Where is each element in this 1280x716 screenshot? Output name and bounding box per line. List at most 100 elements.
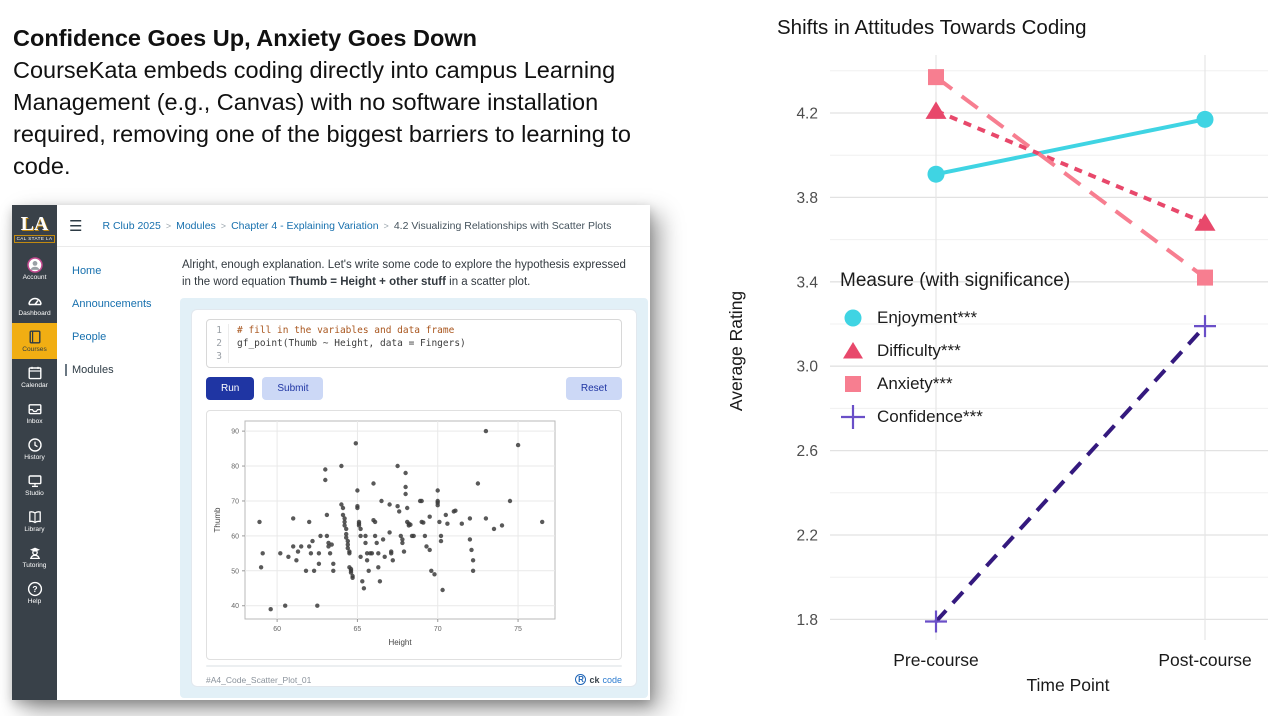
gnav-help[interactable]: ? Help — [12, 575, 57, 611]
courses-icon — [29, 330, 41, 344]
gnav-label: Tutoring — [22, 562, 47, 569]
svg-text:3.0: 3.0 — [796, 359, 818, 376]
library-icon — [28, 511, 41, 524]
thumb-height-scatter-plot: 60 65 70 75 40 50 60 70 80 90 Height Thumb — [213, 420, 556, 647]
svg-text:75: 75 — [514, 626, 522, 633]
gnav-account[interactable]: Account — [12, 251, 57, 287]
svg-text:80: 80 — [231, 464, 239, 471]
legend-item: Difficulty*** — [840, 334, 1070, 367]
svg-text:70: 70 — [434, 626, 442, 633]
gnav-label: Calendar — [21, 382, 48, 389]
svg-text:Average Rating: Average Rating — [726, 291, 746, 411]
plot-output: 60 65 70 75 40 50 60 70 80 90 Height Thumb — [206, 410, 622, 660]
legend-marker-triangle-icon — [843, 341, 863, 358]
reset-button[interactable]: Reset — [565, 377, 622, 400]
gnav-label: Account — [22, 274, 47, 281]
brand-ck: ck — [589, 674, 600, 685]
course-nav-people[interactable]: People — [72, 331, 107, 343]
breadcrumb-current: 4.2 Visualizing Relationships with Scatt… — [393, 219, 612, 232]
exercise-id: #A4_Code_Scatter_Plot_01 — [206, 674, 312, 685]
inbox-icon — [28, 404, 42, 415]
hamburger-menu-icon[interactable]: ☰ — [69, 217, 83, 235]
svg-text:?: ? — [32, 584, 37, 594]
gnav-label: Help — [27, 598, 42, 605]
gnav-tutoring[interactable]: Tutoring — [12, 539, 57, 575]
legend-label: Anxiety*** — [877, 373, 953, 393]
breadcrumb-link[interactable]: Modules — [176, 219, 216, 232]
legend-title: Measure (with significance) — [840, 270, 1071, 291]
studio-icon — [28, 475, 42, 488]
course-nav-home[interactable]: Home — [72, 265, 102, 277]
history-icon — [27, 438, 42, 452]
legend-item: Enjoyment*** — [840, 301, 1070, 334]
svg-text:4.2: 4.2 — [796, 106, 818, 123]
lesson-text: in a scatter plot. — [445, 275, 531, 288]
lesson-text-bold: Thumb = Height + other stuff — [288, 275, 446, 288]
gnav-calendar[interactable]: Calendar — [12, 359, 57, 395]
headline-body: CourseKata embeds coding directly into c… — [13, 57, 631, 179]
dashboard-icon — [27, 297, 42, 306]
brand-code: code — [602, 674, 622, 685]
legend-marker-plus-icon — [841, 404, 865, 429]
code-line: # fill in the variables and data frame — [237, 325, 461, 336]
chart-title: Shifts in Attitudes Towards Coding — [777, 16, 1087, 39]
gnav-inbox[interactable]: Inbox — [12, 395, 57, 431]
svg-text:40: 40 — [231, 603, 239, 610]
canvas-global-nav: LA CAL STATE LA Account Dashboard Courses C… — [12, 205, 57, 700]
lesson-content: Alright, enough explanation. Let's write… — [180, 247, 650, 700]
cal-state-la-logo[interactable]: LA CAL STATE LA — [12, 205, 57, 251]
svg-text:2.2: 2.2 — [796, 528, 818, 545]
la-monogram: LA — [20, 212, 49, 235]
gnav-studio[interactable]: Studio — [12, 467, 57, 503]
svg-text:Thumb: Thumb — [213, 507, 222, 532]
line-number: 3 — [207, 350, 229, 363]
legend-label: Confidence*** — [877, 406, 983, 426]
legend-label: Enjoyment*** — [877, 307, 978, 327]
line-number: 1 — [207, 324, 229, 337]
headline: Confidence Goes Up, Anxiety Goes Down Co… — [13, 22, 638, 182]
breadcrumb-link[interactable]: Chapter 4 - Explaining Variation — [231, 219, 379, 232]
r-logo: R — [575, 674, 587, 685]
svg-text:3.8: 3.8 — [796, 190, 818, 207]
breadcrumb-link[interactable]: R Club 2025 — [102, 219, 161, 232]
legend-item: Anxiety*** — [840, 367, 1070, 400]
console-strip — [206, 665, 622, 667]
gnav-label: Studio — [25, 490, 44, 497]
calendar-icon — [28, 366, 42, 380]
lesson-text: Alright, enough explanation. Let's write… — [182, 259, 626, 288]
run-button[interactable]: Run — [206, 377, 255, 400]
svg-text:3.4: 3.4 — [796, 274, 818, 291]
tutoring-icon — [29, 547, 40, 560]
gnav-courses[interactable]: Courses — [12, 323, 57, 359]
svg-text:Post-course: Post-course — [1158, 650, 1251, 670]
svg-text:70: 70 — [231, 498, 239, 505]
svg-text:60: 60 — [231, 533, 239, 540]
exercise-card: 1 # fill in the variables and data frame … — [191, 309, 637, 687]
legend-marker-square-icon — [845, 375, 861, 392]
gnav-library[interactable]: Library — [12, 503, 57, 539]
legend-item: Confidence*** — [840, 400, 1070, 433]
code-editor[interactable]: 1 # fill in the variables and data frame … — [206, 319, 622, 368]
headline-title: Confidence Goes Up, Anxiety Goes Down — [13, 25, 477, 51]
attitudes-line-chart: 1.8 2.2 2.6 3.0 3.4 3.8 4.2 Pre-course Post-cour… — [726, 55, 1268, 695]
svg-text:90: 90 — [231, 429, 239, 436]
canvas-screenshot-card: LA CAL STATE LA Account Dashboard Courses C… — [12, 205, 650, 700]
svg-text:Height: Height — [388, 638, 412, 647]
course-nav-announcements[interactable]: Announcements — [72, 298, 152, 310]
submit-button[interactable]: Submit — [262, 377, 324, 400]
gnav-dashboard[interactable]: Dashboard — [12, 287, 57, 323]
svg-text:1.8: 1.8 — [796, 612, 818, 629]
svg-text:Time Point: Time Point — [1027, 675, 1110, 695]
gnav-history[interactable]: History — [12, 431, 57, 467]
gnav-label: Dashboard — [18, 310, 51, 317]
account-icon — [26, 257, 43, 273]
course-nav-modules[interactable]: Modules — [65, 364, 180, 376]
cal-state-la-label: CAL STATE LA — [13, 234, 56, 243]
legend-marker-circle-icon — [844, 309, 862, 326]
gnav-label: Library — [24, 526, 45, 533]
svg-text:65: 65 — [354, 626, 362, 633]
code-line — [229, 350, 243, 363]
gnav-label: History — [24, 454, 45, 461]
